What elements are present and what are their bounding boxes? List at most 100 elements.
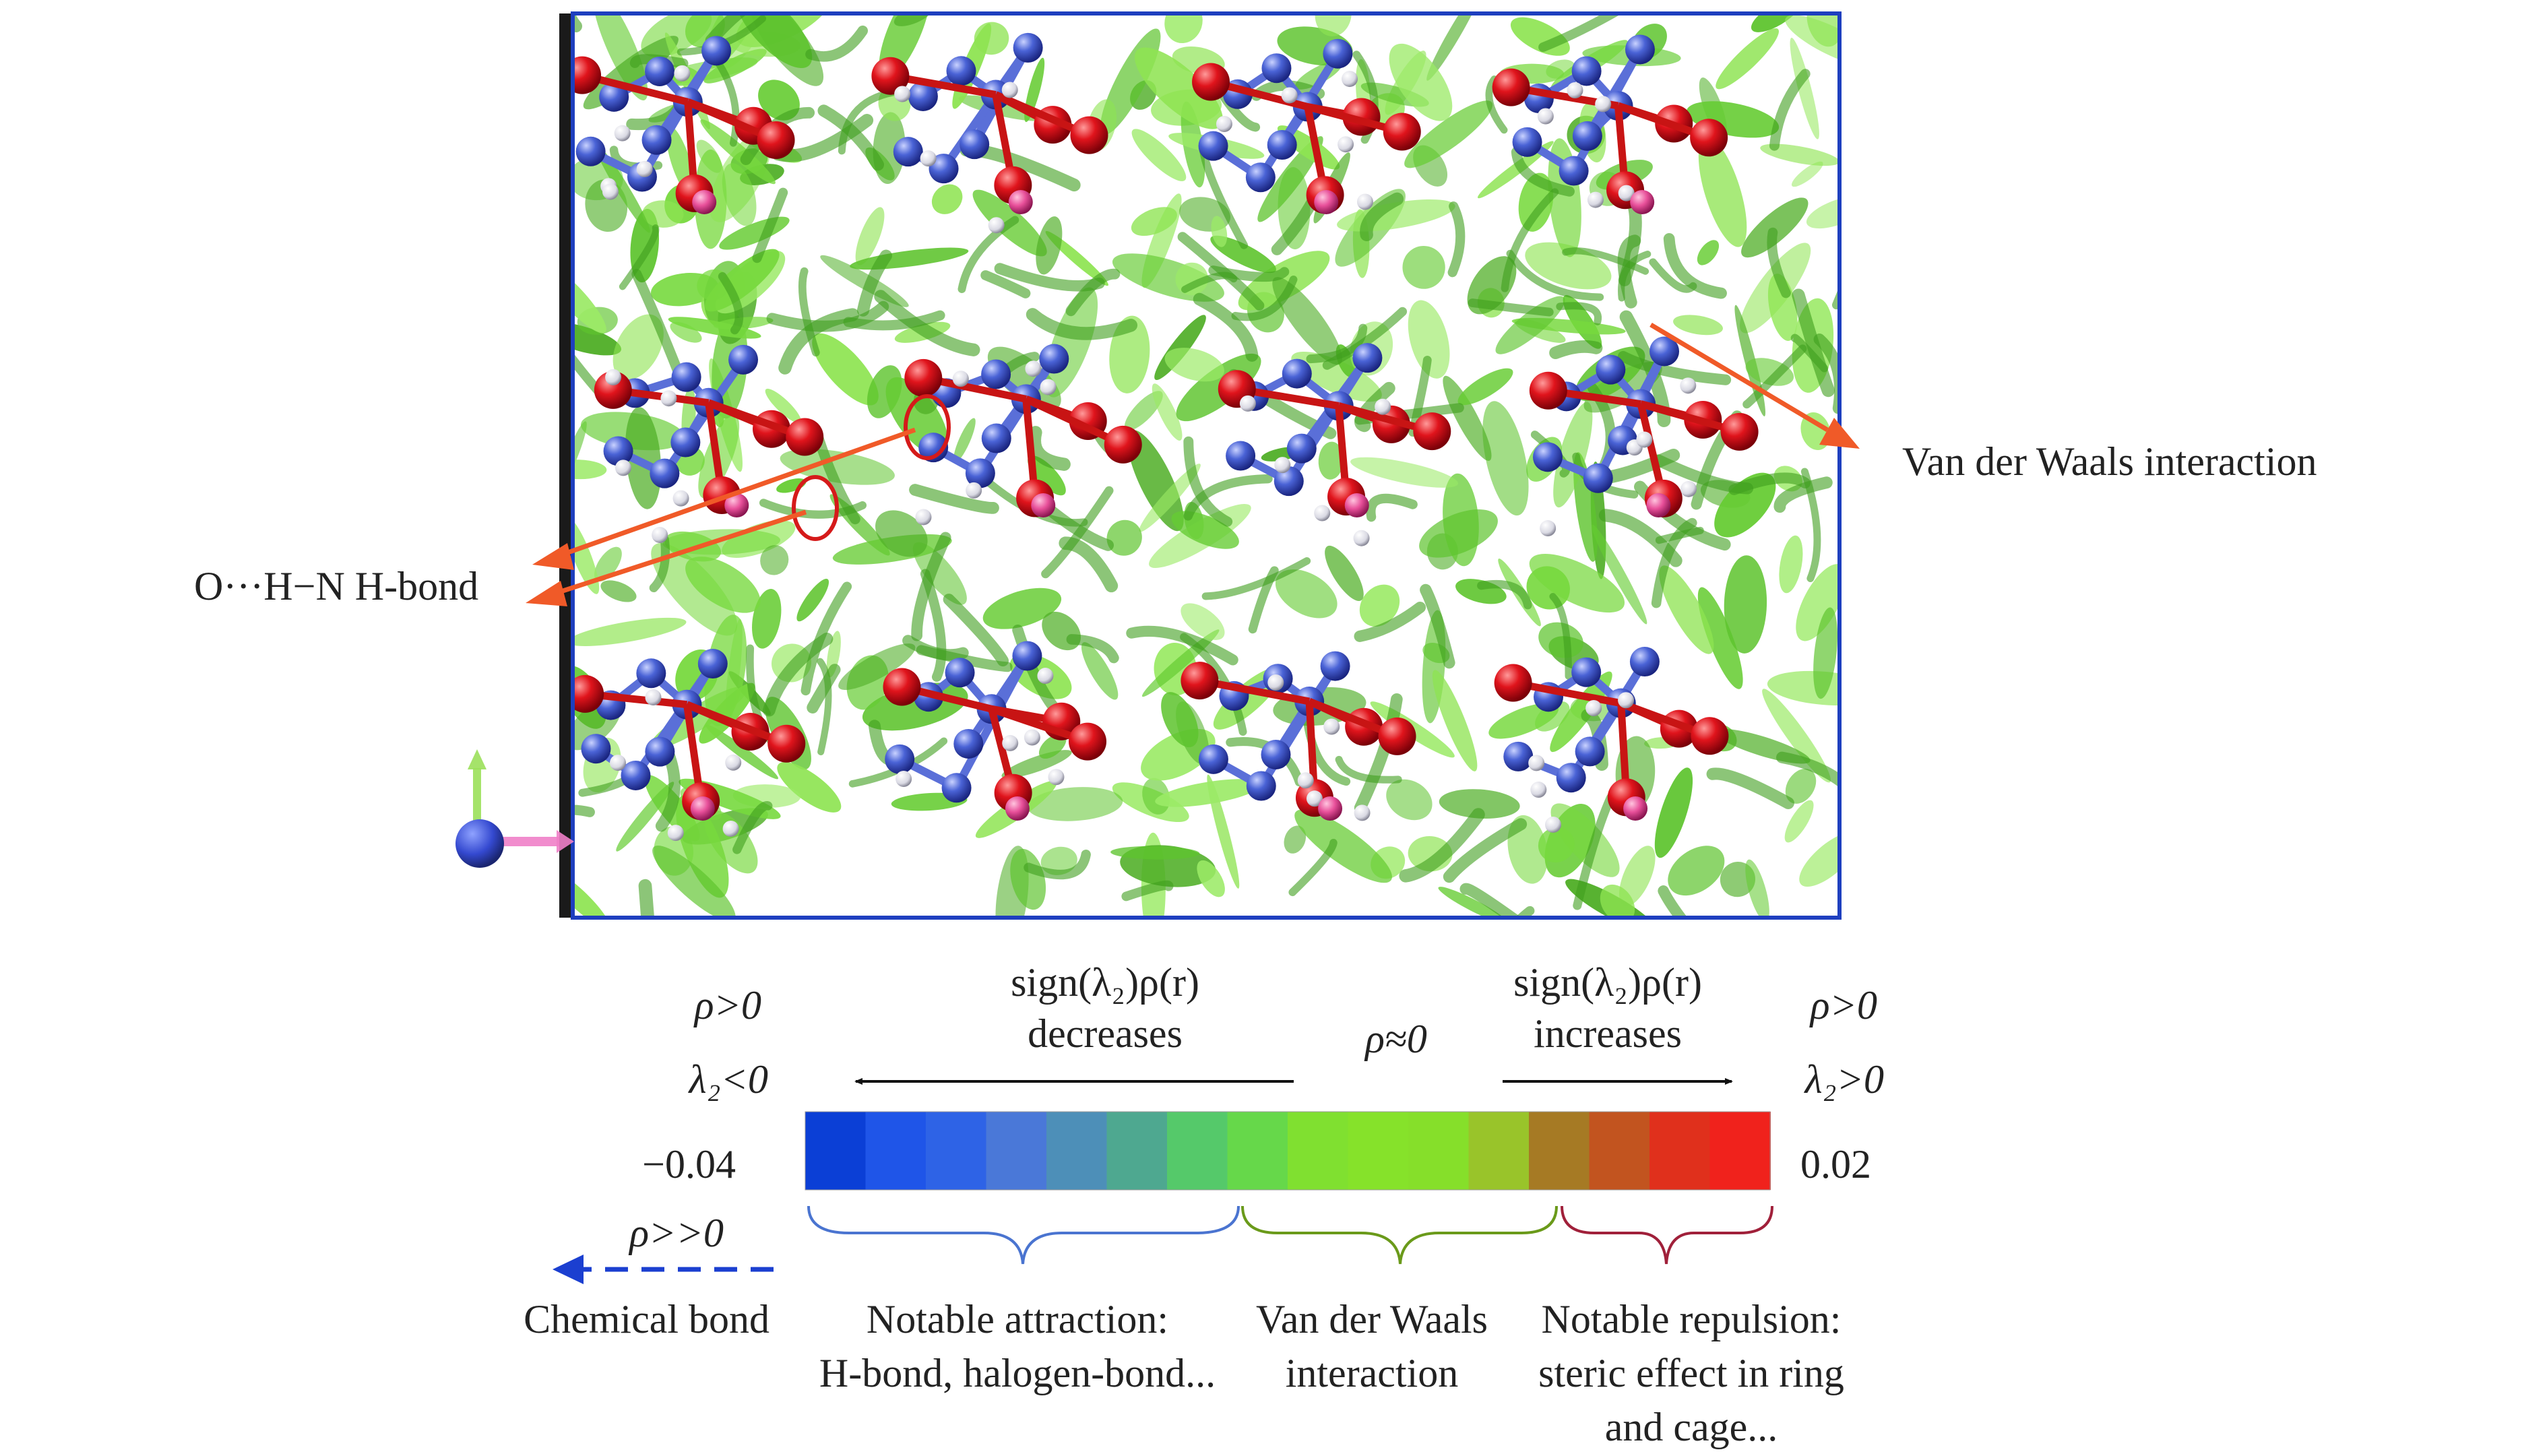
isosurface-patch (1806, 196, 1840, 229)
isosurface-patch (1668, 846, 1725, 896)
nitrogen-atom (636, 658, 666, 689)
isosurface-patch (1698, 136, 1747, 247)
center-rho-label: ρ≈0 (1365, 1017, 1427, 1061)
nitrogen-atom (981, 423, 1011, 453)
oxygen-atom (1691, 717, 1729, 755)
isosurface-patch (1207, 774, 1240, 889)
isosurface-ribbon (909, 484, 999, 514)
isosurface-ribbon (1549, 340, 1603, 360)
nci-isosurface-panel (573, 13, 1840, 918)
isosurface-patch (1010, 848, 1046, 910)
isosurface-ribbon (943, 594, 1009, 667)
isosurface-patch (855, 207, 885, 265)
pink-atom (1646, 493, 1671, 517)
nitrogen-atom (893, 137, 923, 167)
isosurface-patch (1272, 277, 1342, 365)
hydrogen-atom (1323, 718, 1340, 735)
hydrogen-atom (1216, 116, 1232, 133)
isosurface-ribbon (1360, 192, 1404, 242)
isosurface-ribbon (705, 13, 748, 46)
hydrogen-atom (1025, 360, 1042, 377)
repulsion-line2: steric effect in ring (1538, 1351, 1844, 1395)
hbond-highlight-circle (792, 475, 839, 541)
oxygen-atom (1492, 68, 1530, 106)
isosurface-ribbon (1121, 880, 1174, 901)
color-bar-segment (1167, 1112, 1228, 1190)
isosurface-patch (1477, 141, 1554, 199)
pink-atom (1031, 493, 1056, 517)
increases-line2: increases (1534, 1011, 1682, 1056)
hydrogen-atom (614, 125, 631, 141)
oxygen-atom (594, 371, 632, 409)
isosurface-patch (642, 200, 684, 228)
oxygen-atom (1720, 412, 1759, 451)
isosurface-patch (1716, 28, 1780, 90)
color-bar-segment (926, 1112, 987, 1190)
hydrogen-atom (1048, 769, 1065, 786)
hydrogen-atom (895, 771, 912, 788)
isosurface-ribbon (980, 270, 1031, 298)
isosurface-patch (668, 317, 761, 339)
nitrogen-atom (929, 154, 959, 184)
vdw-arrow (1649, 322, 1860, 449)
isosurface-patch (1350, 457, 1458, 488)
isosurface-ribbon (619, 224, 660, 290)
nitrogen-atom (918, 433, 949, 463)
hydrogen-atom (1567, 82, 1583, 99)
oxygen-atom (1070, 116, 1108, 154)
isosurface-ribbon (805, 25, 869, 62)
nitrogen-atom (1583, 463, 1613, 493)
isosurface-ribbon (1813, 334, 1840, 414)
isosurface-patch (1529, 554, 1625, 613)
isosurface-patch (703, 49, 767, 84)
isosurface-patch (1443, 375, 1492, 461)
isosurface-patch (982, 588, 1062, 629)
color-bar-segment (865, 1112, 926, 1190)
vdw-line2: interaction (1285, 1351, 1459, 1395)
isosurface-ribbon (856, 249, 892, 317)
isosurface-patch (1799, 832, 1840, 887)
isosurface-patch (600, 580, 637, 602)
nitrogen-atom (603, 436, 633, 466)
decreases-line1: sign(λ₂)ρ(r) (1011, 960, 1199, 1005)
chemical-bond-label: Chemical bond (524, 1297, 769, 1341)
isosurface-patch (573, 460, 607, 480)
isosurface-ribbon (763, 632, 834, 717)
isosurface-patch (704, 249, 780, 312)
nitrogen-atom (1282, 358, 1312, 389)
isosurface-patch (594, 142, 650, 233)
isosurface-ribbon (1420, 583, 1455, 669)
isosurface-patch (812, 333, 879, 406)
isosurface-patch (652, 845, 736, 918)
isosurface-patch (1482, 401, 1529, 516)
isosurface-patch (1724, 555, 1767, 654)
isosurface-ribbon (1767, 227, 1791, 298)
nitrogen-atom (965, 458, 995, 488)
isosurface-patch (1131, 207, 1177, 236)
isosurface-ribbon (1549, 593, 1572, 680)
isosurface-patch (714, 317, 774, 330)
isosurface-ribbon (1663, 232, 1727, 299)
isosurface-ribbon (1026, 308, 1138, 340)
hydrogen-atom (1281, 87, 1298, 104)
isosurface-ribbon (817, 658, 832, 755)
isosurface-patch (1275, 569, 1338, 619)
hydrogen-atom (1001, 82, 1018, 98)
hydrogen-atom (966, 482, 982, 499)
isosurface-patch (670, 321, 702, 343)
isosurface-patch (879, 13, 931, 80)
isosurface-patch (625, 407, 662, 509)
isosurface-patch (616, 782, 674, 852)
oxygen-atom (1069, 722, 1107, 761)
isosurface-patch (651, 543, 738, 636)
isosurface-patch (573, 322, 622, 356)
hydrogen-atom (1680, 377, 1697, 394)
color-bar-segment (1288, 1112, 1349, 1190)
isosurface-patch (722, 163, 757, 226)
isosurface-ribbon (1028, 426, 1071, 471)
isosurface-ribbon (1773, 476, 1833, 513)
left-rho-strong-label: ρ>>0 (629, 1211, 724, 1255)
isosurface-ribbon (1193, 292, 1259, 362)
oxygen-atom (1413, 412, 1451, 451)
